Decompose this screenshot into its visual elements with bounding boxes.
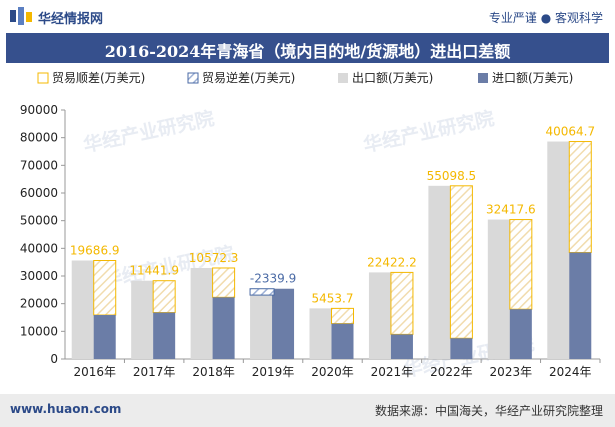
trade-surplus-bar: [390, 271, 414, 335]
trade-surplus-bar: [93, 260, 117, 316]
legend-label-deficit: 贸易逆差(万美元): [202, 70, 295, 85]
legend-label-surplus: 贸易顺差(万美元): [52, 71, 145, 85]
import-bar: [450, 338, 473, 359]
data-label: 22422.2: [367, 255, 417, 269]
trade-surplus-bar: [212, 267, 236, 298]
footer-url[interactable]: www.huaon.com: [10, 402, 122, 416]
legend-label-import: 进口额(万美元): [492, 71, 573, 85]
y-tick-label: 0: [50, 352, 58, 366]
watermark-text: 华经产业研究院: [361, 107, 496, 157]
import-bar: [272, 288, 295, 359]
watermark-text: 华经产业研究院: [81, 107, 216, 157]
x-tick-label: 2024年: [549, 365, 592, 379]
title-bar: 2016-2024年青海省（境内目的地/货源地）进出口差额: [6, 33, 609, 63]
data-label: 11441.9: [129, 264, 179, 278]
trade-surplus-bar: [152, 280, 176, 314]
x-tick-label: 2016年: [73, 365, 116, 379]
x-tick-label: 2018年: [192, 365, 235, 379]
y-tick-label: 80000: [20, 131, 58, 145]
x-tick-label: 2017年: [133, 365, 176, 379]
trade-surplus-bar: [449, 185, 473, 339]
y-tick-label: 60000: [20, 186, 58, 200]
data-label: 5453.7: [312, 291, 354, 305]
export-bar: [428, 185, 453, 359]
data-source: 数据来源：中国海关，华经产业研究院整理: [374, 404, 603, 418]
y-tick-label: 20000: [20, 297, 58, 311]
import-bar: [390, 334, 413, 359]
data-label: 55098.5: [427, 169, 477, 183]
y-tick-label: 10000: [20, 324, 58, 338]
x-tick-label: 2021年: [371, 365, 414, 379]
data-label: 32417.6: [486, 203, 536, 217]
legend-label-export: 出口额(万美元): [352, 71, 433, 85]
data-label: 19686.9: [70, 244, 120, 258]
site-name[interactable]: 华经情报网: [38, 12, 104, 27]
legend-swatch-deficit: [187, 72, 199, 84]
export-bar: [190, 267, 215, 359]
import-bar: [153, 312, 176, 359]
import-bar: [569, 252, 592, 359]
huajing-logo-icon: [10, 7, 32, 25]
legend-swatch-import: [478, 73, 488, 83]
data-label: -2339.9: [250, 272, 296, 286]
data-label: 10572.3: [189, 251, 239, 265]
x-tick-label: 2023年: [490, 365, 533, 379]
y-tick-label: 70000: [20, 158, 58, 172]
legend-swatch-surplus: [37, 72, 49, 84]
export-bar: [547, 141, 572, 359]
export-bar: [71, 260, 96, 359]
y-tick-label: 50000: [20, 214, 58, 228]
trade-surplus-bar: [509, 219, 533, 310]
data-label: 40064.7: [545, 125, 595, 139]
chart-title: 2016-2024年青海省（境内目的地/货源地）进出口差额: [104, 42, 511, 61]
import-bar: [212, 297, 235, 359]
slogan: 专业严谨 ● 客观科学: [488, 11, 603, 25]
export-bar: [131, 280, 156, 359]
y-tick-label: 40000: [20, 241, 58, 255]
trade-surplus-bar: [331, 307, 354, 325]
export-bar: [368, 272, 393, 359]
trade-deficit-bar: [249, 288, 275, 296]
y-tick-label: 90000: [20, 103, 58, 117]
x-tick-label: 2022年: [430, 365, 473, 379]
import-bar: [331, 323, 354, 359]
export-bar: [487, 219, 512, 359]
x-tick-label: 2019年: [252, 365, 295, 379]
x-tick-label: 2020年: [311, 365, 354, 379]
footer: www.huaon.com 数据来源：中国海关，华经产业研究院整理: [0, 394, 615, 427]
y-tick-label: 30000: [20, 269, 58, 283]
trade-balance-chart: 华经产业研究院华经产业研究院华经产业研究院华经产业研究院010000200003…: [20, 70, 601, 382]
legend-swatch-export: [338, 73, 348, 83]
trade-surplus-bar: [568, 141, 592, 253]
export-bar: [309, 308, 334, 359]
top-bar: 华经情报网 专业严谨 ● 客观科学: [0, 0, 615, 32]
export-bar: [250, 295, 275, 359]
import-bar: [93, 315, 116, 359]
import-bar: [509, 309, 532, 359]
